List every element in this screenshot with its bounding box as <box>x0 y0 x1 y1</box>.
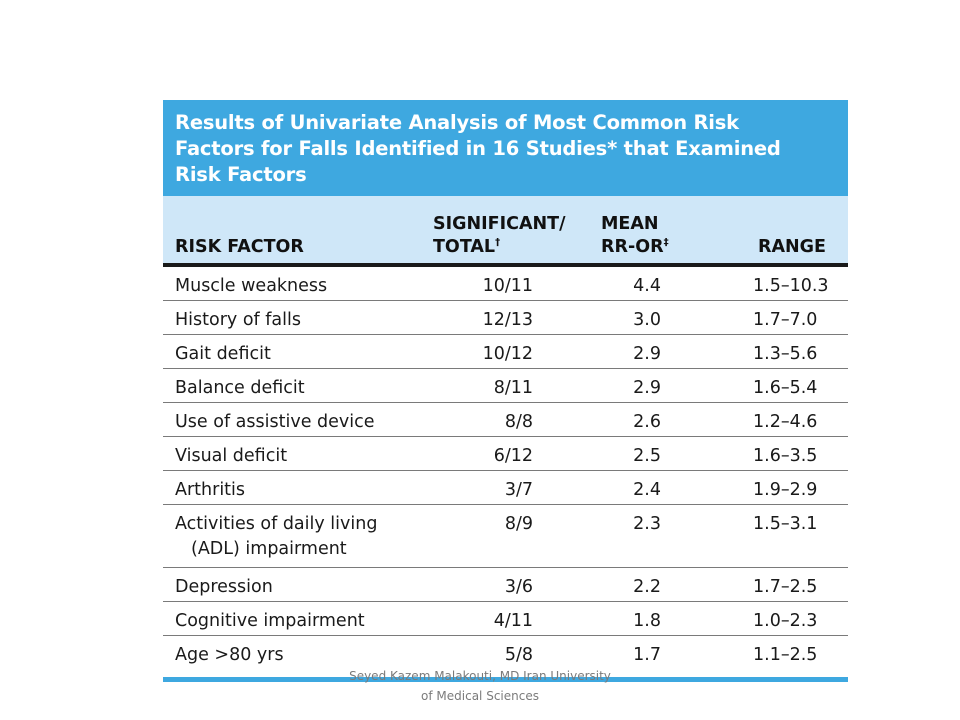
cell-risk-factor: Visual deficit <box>175 446 288 466</box>
cell-range: 1.6–5.4 <box>753 378 818 398</box>
cell-risk-factor: Muscle weakness <box>175 276 328 296</box>
cell-risk-factor: Use of assistive device <box>175 412 375 432</box>
cell-significant-total: 3/6 <box>504 577 533 597</box>
cell-significant-total: 12/13 <box>482 310 533 330</box>
cell-range: 1.7–7.0 <box>753 310 818 330</box>
cell-range: 1.9–2.9 <box>753 480 818 500</box>
cell-risk-factor: Cognitive impairment <box>175 611 365 631</box>
header-significant-total: SIGNIFICANT/ TOTAL† <box>433 214 566 257</box>
cell-significant-total: 3/7 <box>504 480 533 500</box>
table-bottom-rule <box>163 677 848 682</box>
cell-range: 1.0–2.3 <box>753 611 818 631</box>
cell-risk-factor-line-1: Activities of daily living <box>175 514 378 534</box>
table-row: Cognitive impairment 4/11 1.8 1.0–2.3 <box>163 602 848 636</box>
cell-mean: 1.8 <box>633 611 661 631</box>
table-row: Gait deficit 10/12 2.9 1.3–5.6 <box>163 335 848 369</box>
table-title-line-3: Risk Factors <box>175 163 307 186</box>
cell-risk-factor: Gait deficit <box>175 344 271 364</box>
cell-risk-factor: Depression <box>175 577 273 597</box>
cell-range: 1.7–2.5 <box>753 577 818 597</box>
cell-significant-total: 8/8 <box>504 412 533 432</box>
cell-range: 1.5–10.3 <box>753 276 829 296</box>
cell-risk-factor: History of falls <box>175 310 301 330</box>
cell-risk-factor: Activities of daily living (ADL) impairm… <box>175 512 377 562</box>
cell-risk-factor: Age >80 yrs <box>175 645 284 665</box>
table-row: Age >80 yrs 5/8 1.7 1.1–2.5 <box>163 636 848 672</box>
table-header: RISK FACTOR SIGNIFICANT/ TOTAL† MEAN RR-… <box>163 196 848 267</box>
cell-range: 1.1–2.5 <box>753 645 818 665</box>
header-mean-rr-or: MEAN RR-OR‡ <box>601 214 669 257</box>
table-row: Use of assistive device 8/8 2.6 1.2–4.6 <box>163 403 848 437</box>
cell-mean: 1.7 <box>633 645 661 665</box>
slide-footer: Seyed Kazem Malakouti, MD Iran Universit… <box>320 666 640 706</box>
table-row: Visual deficit 6/12 2.5 1.6–3.5 <box>163 437 848 471</box>
table-row: History of falls 12/13 3.0 1.7–7.0 <box>163 301 848 335</box>
cell-range: 1.2–4.6 <box>753 412 818 432</box>
cell-range: 1.6–3.5 <box>753 446 818 466</box>
header-risk-factor: RISK FACTOR <box>175 237 304 257</box>
cell-significant-total: 10/12 <box>482 344 533 364</box>
table-row: Balance deficit 8/11 2.9 1.6–5.4 <box>163 369 848 403</box>
cell-range: 1.3–5.6 <box>753 344 818 364</box>
cell-significant-total: 8/11 <box>493 378 533 398</box>
cell-range: 1.5–3.1 <box>753 514 818 534</box>
cell-risk-factor: Arthritis <box>175 480 246 500</box>
cell-significant-total: 5/8 <box>504 645 533 665</box>
cell-mean: 2.2 <box>633 577 661 597</box>
footer-line-1: Seyed Kazem Malakouti, MD Iran Universit… <box>349 669 611 683</box>
cell-mean: 2.3 <box>633 514 661 534</box>
header-range: RANGE <box>758 237 826 257</box>
table-row: Activities of daily living (ADL) impairm… <box>163 505 848 568</box>
cell-significant-total: 4/11 <box>493 611 533 631</box>
cell-mean: 2.5 <box>633 446 661 466</box>
table-row: Depression 3/6 2.2 1.7–2.5 <box>163 568 848 602</box>
table-title-line-1: Results of Univariate Analysis of Most C… <box>175 111 739 134</box>
cell-mean: 4.4 <box>633 276 661 296</box>
table-row: Muscle weakness 10/11 4.4 1.5–10.3 <box>163 267 848 301</box>
double-dagger-mark: ‡ <box>663 237 669 249</box>
table-title-line-2: Factors for Falls Identified in 16 Studi… <box>175 137 781 160</box>
footer-line-2: of Medical Sciences <box>421 689 539 703</box>
cell-mean: 2.6 <box>633 412 661 432</box>
cell-risk-factor-line-2: (ADL) impairment <box>191 539 347 559</box>
table-title: Results of Univariate Analysis of Most C… <box>163 100 848 196</box>
cell-mean: 3.0 <box>633 310 661 330</box>
table-row: Arthritis 3/7 2.4 1.9–2.9 <box>163 471 848 505</box>
cell-mean: 2.4 <box>633 480 661 500</box>
table-body: Muscle weakness 10/11 4.4 1.5–10.3 Histo… <box>163 267 848 672</box>
dagger-mark: † <box>495 237 501 249</box>
cell-mean: 2.9 <box>633 378 661 398</box>
cell-mean: 2.9 <box>633 344 661 364</box>
cell-significant-total: 10/11 <box>482 276 533 296</box>
risk-factor-table: Results of Univariate Analysis of Most C… <box>163 100 848 685</box>
cell-risk-factor: Balance deficit <box>175 378 305 398</box>
cell-significant-total: 6/12 <box>493 446 533 466</box>
cell-significant-total: 8/9 <box>504 514 533 534</box>
